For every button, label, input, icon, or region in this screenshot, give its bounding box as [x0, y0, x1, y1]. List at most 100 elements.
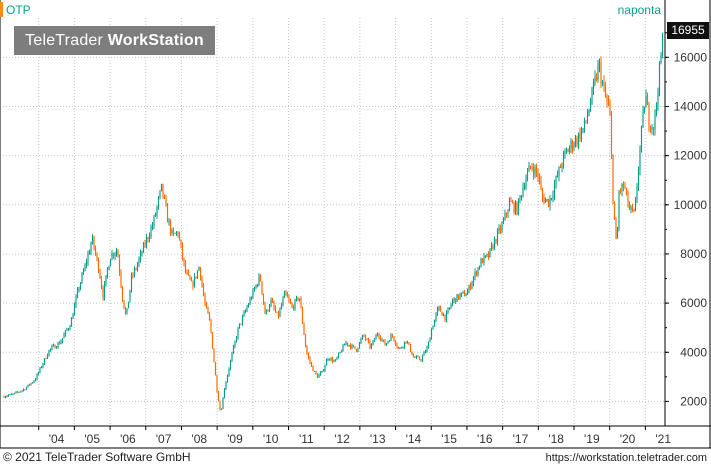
- candle-body: [477, 267, 479, 275]
- candle-body: [345, 342, 347, 345]
- candle-body: [232, 346, 235, 354]
- candle-body: [79, 282, 82, 290]
- y-tick-label: 16000: [674, 50, 708, 64]
- candle-body: [489, 248, 491, 258]
- candle-body: [162, 183, 164, 196]
- candle-body: [603, 82, 605, 88]
- candle-body: [100, 277, 103, 288]
- candle-body: [289, 300, 292, 304]
- candle-body: [108, 266, 110, 270]
- candle-body: [267, 309, 269, 311]
- candle-body: [411, 351, 413, 356]
- candle-body: [354, 346, 356, 350]
- candle-body: [598, 62, 601, 65]
- candle-body: [574, 138, 577, 146]
- candle-body: [48, 350, 50, 356]
- candle-body: [10, 394, 13, 396]
- candle-body: [117, 250, 119, 258]
- candle-body: [141, 252, 143, 254]
- candle-body: [450, 304, 452, 308]
- candle-body: [288, 297, 290, 301]
- candle-body: [279, 308, 281, 317]
- candle-body: [501, 223, 503, 231]
- candle-body: [363, 335, 365, 337]
- candle-body: [423, 352, 425, 356]
- candle-body: [315, 370, 317, 375]
- x-tick-label: '05: [84, 432, 100, 446]
- candle-body: [439, 306, 442, 312]
- candle-body: [549, 198, 551, 207]
- candle-body: [414, 357, 416, 359]
- candle-body: [393, 336, 395, 342]
- candle-body: [321, 370, 323, 373]
- candle-body: [378, 334, 380, 338]
- website-link[interactable]: https://workstation.teletrader.com: [545, 452, 707, 464]
- candle-body: [621, 184, 623, 192]
- x-axis-ticks: '04 '05 '06 '07 '08 '09 '10 '11 '12 '13 '14 '15 '16 '…: [38, 426, 671, 446]
- candle-body: [415, 356, 418, 358]
- candle-body: [234, 341, 236, 347]
- y-tick-label: 8000: [680, 247, 707, 261]
- candle-body: [405, 341, 407, 343]
- candle-body: [537, 172, 539, 178]
- candle-body: [187, 272, 190, 276]
- candle-body: [34, 379, 37, 381]
- candle-body: [136, 264, 139, 269]
- candle-body: [522, 187, 524, 197]
- x-tick-label: '04: [49, 432, 65, 446]
- candle-body: [504, 213, 506, 220]
- y-tick-label: 6000: [680, 296, 707, 310]
- candle-body: [600, 62, 602, 84]
- last-price-badge: 16955: [667, 22, 709, 39]
- candle-body: [190, 279, 193, 282]
- candle-body: [441, 311, 443, 316]
- candle-body: [213, 348, 215, 363]
- candle-body: [316, 374, 319, 378]
- candle-body: [565, 150, 568, 152]
- candle-body: [595, 76, 598, 80]
- candle-body: [135, 268, 137, 270]
- candle-body: [421, 355, 424, 361]
- candle-body: [438, 306, 440, 309]
- candle-body: [298, 298, 301, 300]
- candle-body: [196, 270, 199, 278]
- candle-body: [24, 389, 26, 391]
- candle-body: [480, 258, 482, 268]
- candle-body: [432, 326, 434, 330]
- candle-body: [352, 345, 355, 347]
- candle-body: [202, 285, 205, 296]
- candle-body: [214, 362, 217, 376]
- candle-body: [142, 243, 145, 253]
- candle-body: [184, 263, 187, 273]
- candle-body: [84, 264, 86, 271]
- candle-body: [609, 104, 611, 116]
- candle-body: [529, 165, 532, 167]
- candle-body: [637, 170, 640, 188]
- candle-body: [169, 220, 172, 234]
- candle-body: [369, 341, 371, 348]
- candle-body: [210, 319, 212, 333]
- candle-body: [261, 281, 263, 294]
- candle-body: [145, 237, 148, 246]
- candle-body: [357, 348, 359, 352]
- candle-body: [579, 133, 581, 140]
- candle-body: [21, 390, 23, 392]
- candle-body: [372, 340, 374, 345]
- candle-body: [37, 372, 40, 375]
- candle-body: [436, 308, 439, 314]
- candle-body: [397, 346, 400, 349]
- candle-body: [246, 307, 248, 311]
- candle-body: [271, 299, 274, 303]
- candle-body: [615, 219, 617, 239]
- candle-body: [535, 167, 538, 173]
- candle-body: [612, 155, 614, 202]
- period-label[interactable]: naponta: [617, 3, 661, 17]
- candle-body: [658, 62, 661, 93]
- candle-body: [235, 337, 238, 342]
- candle-body: [87, 254, 89, 263]
- candle-body: [294, 299, 296, 309]
- candle-body: [523, 187, 526, 189]
- candle-body: [28, 384, 31, 386]
- candle-body: [43, 358, 46, 364]
